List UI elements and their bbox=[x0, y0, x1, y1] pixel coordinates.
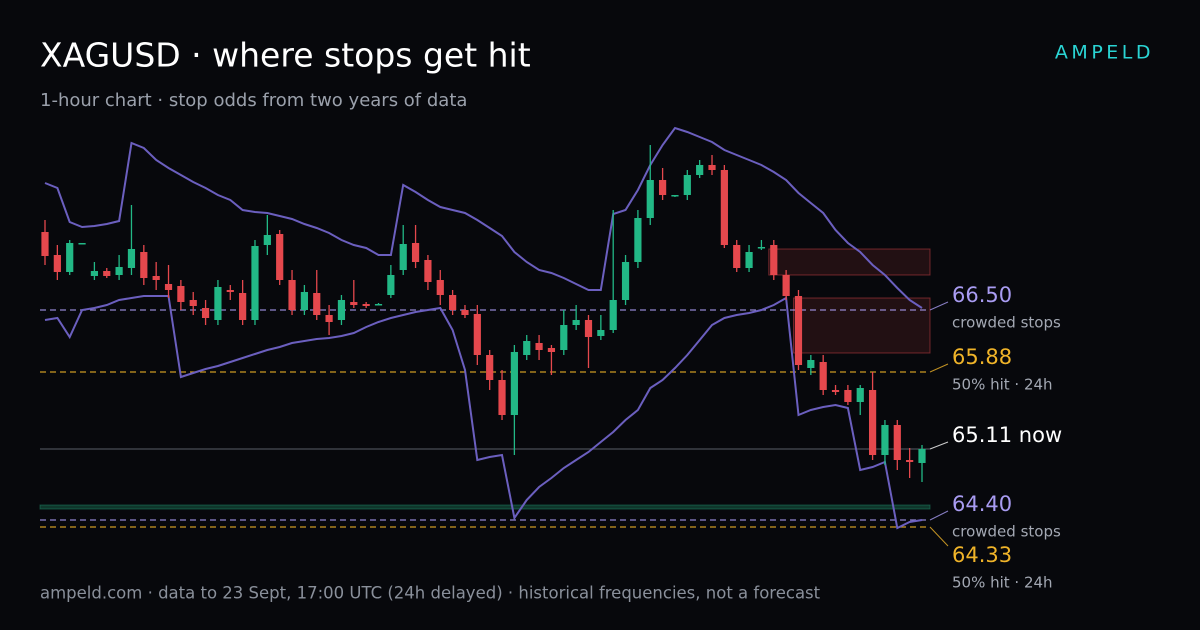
candle-body bbox=[53, 255, 61, 272]
level-label: 65.88 bbox=[952, 345, 1012, 369]
candle-body bbox=[251, 246, 259, 320]
candle-body bbox=[510, 352, 518, 415]
candle-body bbox=[362, 304, 370, 306]
chart-title: XAGUSD · where stops get hit bbox=[40, 36, 531, 75]
candle-body bbox=[646, 180, 654, 218]
candle-body bbox=[708, 165, 716, 170]
candle-body bbox=[41, 232, 49, 256]
candle-body bbox=[597, 330, 605, 336]
candle-body bbox=[374, 304, 383, 306]
brand: AMPELD bbox=[1055, 42, 1154, 64]
band-lower bbox=[44, 295, 923, 530]
candle-body bbox=[547, 348, 556, 352]
candle-body bbox=[893, 425, 901, 460]
level-label: 64.40 bbox=[952, 492, 1012, 516]
candle-body bbox=[621, 262, 630, 300]
candle-body bbox=[683, 175, 691, 195]
candle-body bbox=[906, 460, 914, 462]
candle-body bbox=[696, 165, 704, 175]
candle-body bbox=[844, 390, 852, 402]
level-connector bbox=[929, 510, 949, 521]
candle-body bbox=[782, 275, 790, 296]
stop-zone bbox=[792, 297, 931, 354]
candle-body bbox=[523, 341, 531, 355]
stop-zone bbox=[768, 248, 931, 276]
level-label: 66.50 bbox=[952, 283, 1012, 307]
level-note: 50% hit · 24h bbox=[952, 376, 1053, 394]
candle-body bbox=[276, 234, 284, 280]
candle-body bbox=[831, 390, 840, 392]
level-note: crowded stops bbox=[952, 314, 1061, 332]
candle-body bbox=[770, 245, 778, 275]
candle-body bbox=[918, 449, 926, 463]
candle-body bbox=[856, 388, 864, 402]
candle-body bbox=[214, 287, 222, 320]
candle-body bbox=[350, 302, 358, 305]
candle-body bbox=[671, 195, 679, 197]
candle-body bbox=[498, 380, 506, 415]
candle-body bbox=[436, 280, 444, 295]
candle-body bbox=[572, 320, 580, 325]
candle-body bbox=[177, 286, 185, 302]
candle-body bbox=[473, 314, 481, 355]
candle-body bbox=[288, 280, 296, 310]
candle-body bbox=[239, 293, 247, 320]
candle-body bbox=[486, 355, 494, 380]
level-connector bbox=[929, 301, 949, 311]
candle-body bbox=[140, 252, 148, 278]
candle-body bbox=[313, 293, 321, 315]
level-note: 50% hit · 24h bbox=[952, 574, 1053, 592]
band-upper bbox=[44, 126, 923, 309]
candle-body bbox=[868, 390, 877, 455]
candle-body bbox=[226, 290, 234, 292]
footer: ampeld.com · data to 23 Sept, 17:00 UTC … bbox=[40, 584, 821, 603]
candle-body bbox=[103, 271, 111, 276]
candle-body bbox=[733, 245, 741, 268]
candle-body bbox=[201, 308, 210, 318]
candle-body bbox=[300, 292, 308, 310]
candle-body bbox=[127, 249, 136, 268]
candle-body bbox=[399, 244, 407, 270]
candle-body bbox=[807, 360, 815, 368]
candle-body bbox=[757, 247, 766, 249]
candle-body bbox=[164, 284, 173, 290]
candle-body bbox=[449, 295, 457, 310]
candle-body bbox=[584, 320, 593, 337]
candle-body bbox=[720, 170, 728, 245]
candle-body bbox=[189, 300, 197, 306]
candle-body bbox=[461, 310, 469, 315]
candle-body bbox=[152, 276, 160, 280]
candle-body bbox=[115, 267, 123, 275]
candle-body bbox=[263, 235, 271, 245]
stop-zone bbox=[39, 504, 931, 510]
candle-body bbox=[560, 325, 568, 350]
candle-body bbox=[745, 252, 753, 268]
candle-body bbox=[535, 343, 543, 350]
candle-body bbox=[337, 300, 346, 320]
candle-body bbox=[794, 296, 803, 365]
candle-body bbox=[609, 300, 617, 330]
candle-body bbox=[90, 271, 99, 276]
level-label: 65.11 now bbox=[952, 423, 1062, 447]
candle-body bbox=[881, 425, 889, 455]
level-note: crowded stops bbox=[952, 523, 1061, 541]
candle-body bbox=[325, 315, 333, 322]
chart-subtitle: 1-hour chart · stop odds from two years … bbox=[40, 90, 467, 111]
candle-body bbox=[819, 362, 827, 390]
candle-body bbox=[659, 180, 667, 195]
candle-body bbox=[424, 260, 432, 282]
level-label: 64.33 bbox=[952, 543, 1012, 567]
candle-body bbox=[387, 275, 395, 295]
level-connector bbox=[929, 526, 949, 547]
candle-body bbox=[634, 218, 642, 262]
level-connector bbox=[929, 441, 949, 450]
candle-body bbox=[66, 243, 74, 272]
level-connector bbox=[929, 363, 949, 373]
candle-body bbox=[411, 243, 420, 262]
candle-body bbox=[78, 243, 86, 245]
